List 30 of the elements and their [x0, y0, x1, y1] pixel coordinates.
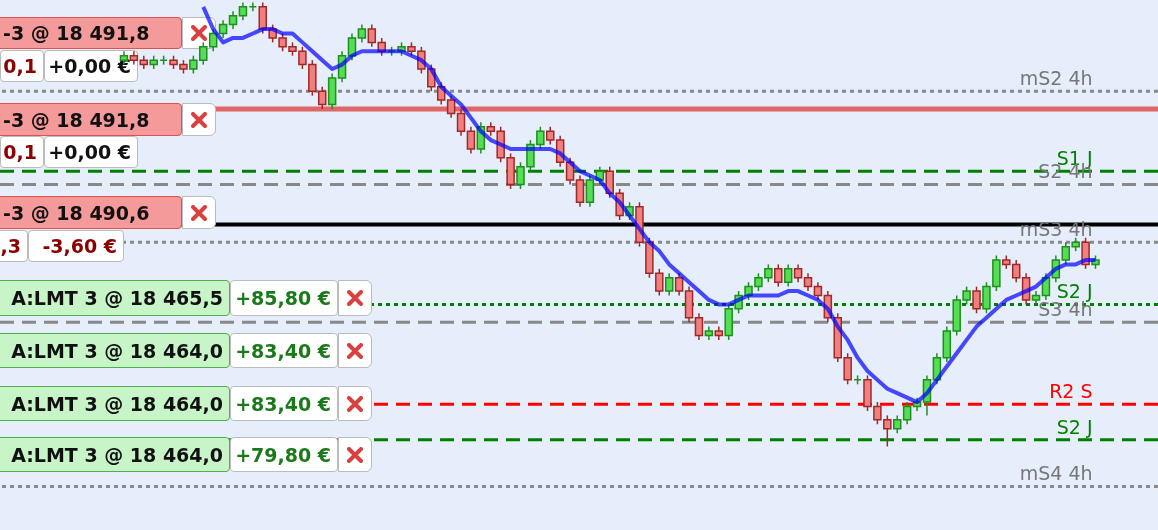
order-label: +79,80 €	[230, 437, 338, 472]
ref-line-label: mS2 4h	[1019, 67, 1093, 90]
candlestick	[456, 108, 466, 137]
ref-line-label: R2 S	[1049, 380, 1093, 403]
candlestick	[774, 263, 783, 288]
order-label: ,3	[0, 230, 28, 262]
ref-line-label: S2 J	[1056, 415, 1093, 438]
order-label: -3,60 €	[28, 230, 124, 262]
order-label: +83,40 €	[230, 386, 338, 421]
candlestick	[783, 263, 793, 288]
order-label: +83,40 €	[230, 333, 338, 368]
candlestick	[902, 401, 912, 426]
order-label: A:LMT 3 @ 18 464,0	[0, 437, 230, 472]
order-label: -3 @ 18 490,6	[0, 196, 182, 229]
candlestick	[466, 126, 476, 155]
ref-line-label: mS4 4h	[1019, 462, 1093, 485]
candlestick	[664, 272, 674, 297]
candlestick	[694, 312, 704, 341]
candlestick	[674, 272, 684, 297]
order-label: -3 @ 18 491,8	[0, 17, 182, 49]
order-label: 0,1	[0, 50, 44, 82]
order-label: A:LMT 3 @ 18 464,0	[0, 386, 230, 421]
order-label: A:LMT 3 @ 18 465,5	[0, 280, 230, 316]
order-label: -3 @ 18 491,8	[0, 103, 182, 136]
order-label: A:LMT 3 @ 18 464,0	[0, 333, 230, 368]
candlestick	[972, 285, 981, 315]
candlestick	[575, 174, 585, 208]
order-label: +0,00 €	[44, 136, 138, 168]
order-label: +85,80 €	[230, 280, 338, 316]
order-label: 0,1	[0, 136, 44, 168]
